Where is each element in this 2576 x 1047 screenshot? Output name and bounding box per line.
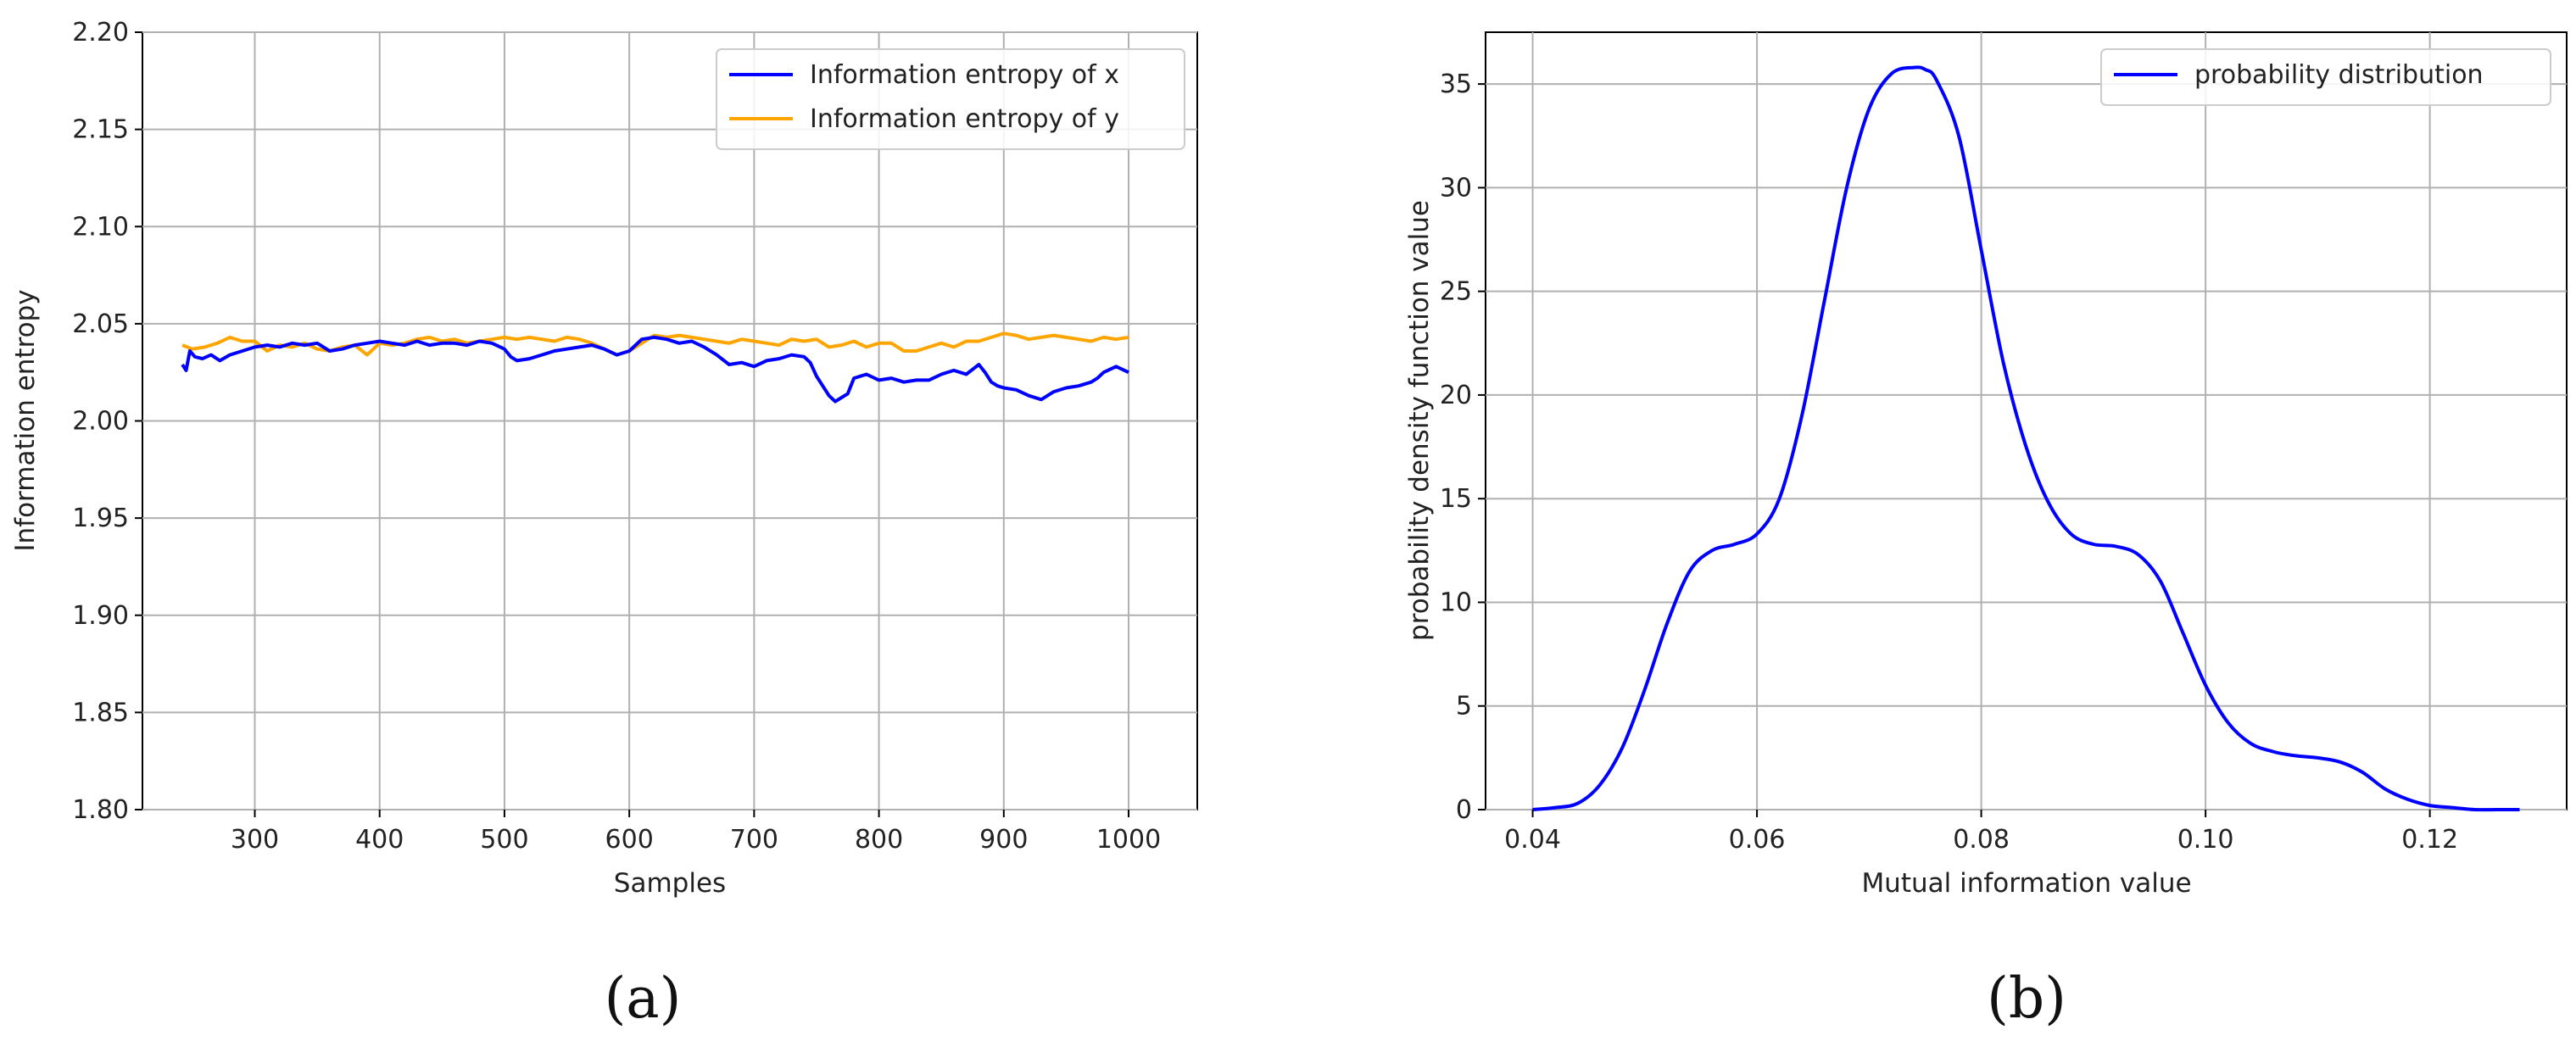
grid-a — [142, 31, 1197, 810]
y-tick-label-a: 2.00 — [72, 407, 129, 437]
y-tick-label-a: 1.90 — [72, 601, 129, 631]
y-tick-label-b: 30 — [1440, 173, 1472, 203]
y-tick-label-a: 2.10 — [72, 212, 129, 242]
panel-label-a: (a) — [605, 966, 682, 1031]
y-tick-label-b: 5 — [1456, 692, 1472, 721]
y-tick-label-b: 25 — [1440, 277, 1472, 307]
y-tick-label-a: 1.95 — [72, 504, 129, 533]
series-group-a — [181, 331, 1129, 404]
chart-panel-b: 0.04 0.06 0.08 0.10 0.12 0 5 10 15 20 25 30 35 Mutua… — [1404, 31, 2568, 1031]
grid-b — [1486, 32, 2567, 810]
x-axis-label-b: Mutual information value — [1861, 868, 2191, 899]
y-axis-label-b: probability density function value — [1404, 200, 1435, 641]
x-tick-label-b: 0.04 — [1504, 825, 1561, 855]
x-tick-label-a: 300 — [231, 825, 279, 855]
plot-area-b — [1485, 31, 2568, 810]
legend-label-x: Information entropy of x — [810, 60, 1119, 90]
y-tick-label-a: 1.80 — [72, 795, 129, 825]
ticks-a: 300 400 500 600 700 800 900 1000 1.80 1.85 1.90 1.9… — [72, 18, 1161, 855]
y-tick-label-b: 15 — [1440, 484, 1472, 514]
legend-box-a — [716, 48, 1185, 150]
y-tick-label-b: 20 — [1440, 381, 1472, 410]
y-tick-label-b: 35 — [1440, 70, 1472, 99]
y-tick-label-b: 10 — [1440, 588, 1472, 617]
x-tick-label-a: 700 — [730, 825, 778, 855]
legend-label-y: Information entropy of y — [810, 104, 1119, 134]
legend-b: probability distribution — [2100, 48, 2551, 106]
x-tick-label-b: 0.10 — [2177, 825, 2234, 855]
x-tick-label-b: 0.08 — [1953, 825, 2010, 855]
x-tick-label-b: 0.12 — [2401, 825, 2458, 855]
y-axis-label-a: Information entropy — [10, 289, 41, 551]
y-tick-label-a: 2.20 — [72, 18, 129, 47]
series-line-a-0 — [181, 335, 1129, 404]
series-group-b — [1532, 65, 2520, 812]
chart-panel-a: 300 400 500 600 700 800 900 1000 1.80 1.85 1.90 1.9… — [10, 18, 1198, 1031]
legend-label-pdf: probability distribution — [2194, 60, 2484, 90]
y-tick-label-a: 1.85 — [72, 698, 129, 727]
x-tick-label-a: 600 — [605, 825, 654, 855]
series-line-b-0 — [1532, 65, 2520, 812]
panel-label-b: (b) — [1987, 966, 2066, 1031]
x-tick-label-a: 900 — [979, 825, 1028, 855]
y-tick-label-a: 2.15 — [72, 115, 129, 145]
x-tick-label-b: 0.06 — [1729, 825, 1786, 855]
legend-box-b — [2100, 48, 2551, 106]
x-tick-label-a: 800 — [855, 825, 903, 855]
y-tick-label-a: 2.05 — [72, 309, 129, 339]
legend-a: Information entropy of x Information ent… — [716, 48, 1185, 150]
y-tick-label-b: 0 — [1456, 795, 1472, 825]
x-tick-label-a: 500 — [480, 825, 528, 855]
x-axis-label-a: Samples — [614, 868, 726, 899]
x-tick-label-a: 400 — [355, 825, 404, 855]
x-tick-label-a: 1000 — [1096, 825, 1161, 855]
ticks-b: 0.04 0.06 0.08 0.10 0.12 0 5 10 15 20 25 30 35 — [1440, 70, 2458, 855]
